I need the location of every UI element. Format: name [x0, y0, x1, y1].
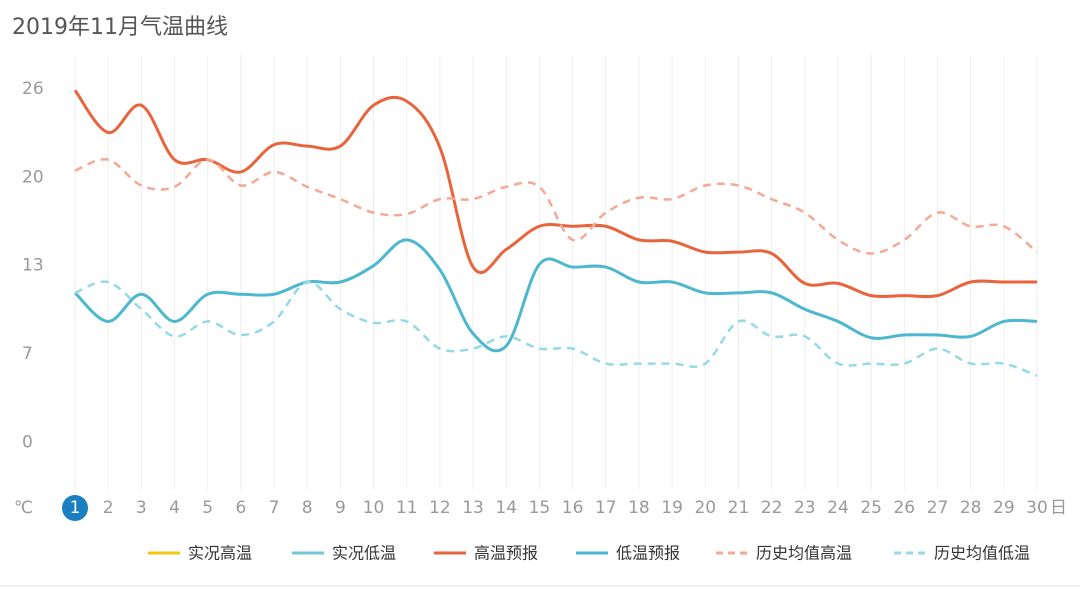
y-tick-label: 13	[22, 256, 44, 276]
series-line	[74, 280, 1038, 377]
x-tick-label: 12	[429, 498, 451, 518]
x-tick-label: 19	[661, 498, 683, 518]
y-unit: ℃	[14, 498, 33, 518]
x-tick-label: 28	[960, 498, 982, 518]
series-line	[74, 158, 1038, 255]
x-tick-label: 2	[103, 498, 114, 518]
chart-title: 2019年11月气温曲线	[12, 15, 228, 40]
x-tick-label: 5	[202, 498, 213, 518]
legend-label: 高温预报	[474, 544, 538, 563]
x-tick-label: 21	[728, 498, 750, 518]
x-tick-label: 14	[495, 498, 517, 518]
legend-label: 实况低温	[332, 544, 396, 563]
y-tick-label: 26	[22, 79, 44, 99]
x-tick-label: 25	[860, 498, 882, 518]
legend-label: 实况高温	[188, 544, 252, 563]
x-tick-label: 7	[269, 498, 280, 518]
x-tick-label: 29	[993, 498, 1015, 518]
x-tick-label: 27	[927, 498, 949, 518]
x-tick-label: 26	[893, 498, 915, 518]
series-line	[73, 89, 1038, 299]
x-tick-label: 13	[462, 498, 484, 518]
x-tick-label: 18	[628, 498, 650, 518]
x-tick-label: 16	[562, 498, 584, 518]
x-tick-label: 30	[1026, 498, 1048, 518]
legend-label: 低温预报	[616, 544, 680, 563]
x-unit: 日	[1050, 498, 1067, 518]
legend-label: 历史均值高温	[756, 544, 852, 563]
x-tick-label: 9	[335, 498, 346, 518]
x-tick-label: 6	[235, 498, 246, 518]
x-tick-label: 4	[169, 498, 180, 518]
selected-day	[62, 495, 88, 521]
series-line	[73, 238, 1038, 353]
x-tick-label: 8	[302, 498, 313, 518]
x-tick-label: 22	[761, 498, 783, 518]
x-tick-label: 24	[827, 498, 849, 518]
x-tick-label: 20	[694, 498, 716, 518]
y-tick-label: 7	[22, 344, 33, 364]
x-tick-label: 15	[529, 498, 551, 518]
y-tick-label: 20	[22, 167, 44, 187]
x-tick-label: 10	[363, 498, 385, 518]
x-tick-label: 11	[396, 498, 418, 518]
legend-label: 历史均值低温	[934, 544, 1030, 563]
x-tick-label: 23	[794, 498, 816, 518]
y-tick-label: 0	[22, 432, 33, 452]
x-tick-label: 3	[136, 498, 147, 518]
x-tick-label: 1	[70, 498, 81, 518]
x-tick-label: 17	[595, 498, 617, 518]
